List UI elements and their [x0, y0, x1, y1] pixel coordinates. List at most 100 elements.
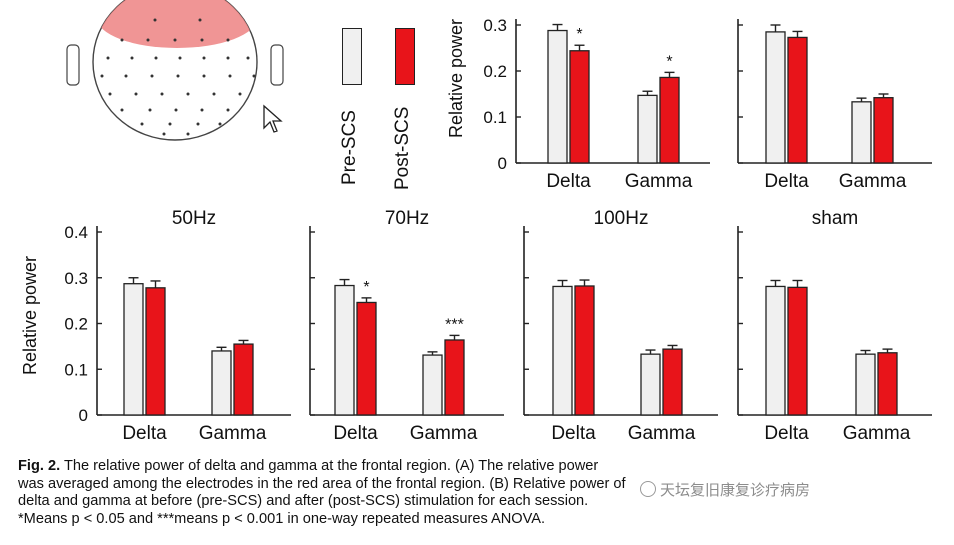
frontal-red-region	[97, 0, 257, 48]
electrode-dot	[150, 74, 154, 78]
bar-pre-gamma	[637, 94, 658, 164]
figure-caption: Fig. 2. The relative power of delta and …	[18, 458, 936, 528]
bar-pre-delta	[123, 283, 144, 416]
watermark: 天坛复旧康复诊疗病房	[640, 479, 810, 500]
electrode-dot	[160, 92, 164, 96]
scalp-electrode-map	[66, 0, 284, 141]
y-tick-label: 0.3	[64, 269, 88, 288]
caption-line-2: was averaged among the electrodes in the…	[18, 475, 626, 492]
electrode-dot	[148, 108, 152, 112]
caption-line-1: Fig. 2. The relative power of delta and …	[18, 458, 936, 476]
chart-panel-1: 0 0.1 0.2 0.3 Relative power * Delta * Gamma	[446, 16, 710, 192]
chart-title: 100Hz	[594, 208, 649, 229]
chart-panel-3: 50Hz 0 0.1 0.2 0.3 0.4 Relative power Delta Gamm…	[20, 208, 291, 444]
significance-marker: ***	[445, 316, 464, 333]
y-tick-label: 0.1	[483, 108, 507, 127]
x-category-label: Delta	[764, 423, 809, 444]
electrode-dot	[228, 74, 232, 78]
watermark-text: 天坛复旧康复诊疗病房	[660, 482, 811, 499]
chart-title: 70Hz	[385, 208, 429, 229]
electrode-dot	[130, 56, 134, 60]
y-tick-label: 0.1	[64, 360, 88, 379]
bar-pre-gamma	[211, 350, 232, 416]
legend: Pre-SCS Post-SCS	[330, 20, 430, 195]
electrode-dot	[238, 92, 242, 96]
electrode-dots	[100, 18, 256, 136]
electrode-dot	[196, 122, 200, 126]
x-category-label: Delta	[333, 423, 378, 444]
bar-pre-delta	[765, 31, 786, 164]
left-ear	[66, 44, 80, 86]
x-category-label: Delta	[546, 171, 591, 192]
x-category-label: Gamma	[199, 423, 267, 444]
electrode-dot	[176, 74, 180, 78]
bar-post-delta	[787, 286, 808, 416]
bar-post-delta	[787, 36, 808, 164]
caption-line-1-text: The relative power of delta and gamma at…	[63, 458, 599, 474]
x-category-label: Delta	[551, 423, 596, 444]
electrode-dot	[200, 38, 204, 42]
bar-post-delta	[574, 285, 595, 416]
chart-panel-5: 100Hz Delta Gamma	[523, 208, 718, 444]
electrode-dot	[124, 74, 128, 78]
y-axis-label: Relative power	[446, 19, 466, 138]
legend-pre-swatch	[342, 28, 362, 85]
significance-marker: *	[666, 53, 672, 70]
bar-pre-delta	[334, 284, 355, 416]
electrode-dot	[100, 74, 104, 78]
bar-pre-gamma	[640, 353, 661, 416]
caption-line-4: *Means p < 0.05 and ***means p < 0.001 i…	[18, 510, 546, 527]
caption-line-3: delta and gamma at before (pre-SCS) and …	[18, 493, 589, 509]
bar-pre-delta	[765, 285, 786, 416]
y-axis-label: Relative power	[20, 256, 40, 375]
electrode-dot	[226, 108, 230, 112]
significance-marker: *	[576, 26, 582, 43]
x-category-label: Gamma	[628, 423, 696, 444]
electrode-dot	[173, 38, 177, 42]
chart-panel-4: 70Hz * Delta *** Gamma	[309, 208, 504, 444]
caption-fig-label: Fig. 2.	[18, 458, 61, 474]
bar-pre-delta	[552, 285, 573, 416]
legend-post-swatch	[395, 28, 415, 85]
bar-post-gamma	[233, 343, 254, 416]
electrode-dot	[202, 74, 206, 78]
x-category-label: Gamma	[625, 171, 693, 192]
chart-panel-6: sham Delta Gamma	[737, 208, 932, 444]
mouse-cursor-icon	[263, 104, 283, 133]
electrode-dot	[186, 92, 190, 96]
x-category-label: Gamma	[839, 171, 907, 192]
bar-pre-gamma	[855, 353, 876, 416]
chart-title: sham	[812, 208, 858, 229]
electrode-dot	[226, 56, 230, 60]
electrode-dot	[186, 132, 190, 136]
bar-post-gamma	[659, 76, 680, 164]
electrode-dot	[153, 18, 157, 22]
x-category-label: Delta	[764, 171, 809, 192]
x-category-label: Gamma	[843, 423, 911, 444]
electrode-dot	[162, 132, 166, 136]
bar-post-gamma	[662, 348, 683, 416]
chart-panel-2: Delta Gamma	[737, 19, 932, 192]
electrode-dot	[120, 38, 124, 42]
bar-post-delta	[569, 50, 590, 164]
electrode-dot	[174, 108, 178, 112]
electrode-dot	[200, 108, 204, 112]
electrode-dot	[168, 122, 172, 126]
bar-post-delta	[356, 301, 377, 416]
x-category-label: Delta	[122, 423, 167, 444]
bar-pre-delta	[547, 29, 568, 164]
bar-post-gamma	[877, 352, 898, 416]
electrode-dot	[106, 56, 110, 60]
y-tick-label: 0.4	[64, 223, 88, 242]
x-category-label: Gamma	[410, 423, 478, 444]
electrode-dot	[202, 56, 206, 60]
electrode-dot	[212, 92, 216, 96]
electrode-dot	[178, 56, 182, 60]
right-ear	[270, 44, 284, 86]
chart-title: 50Hz	[172, 208, 216, 229]
bar-post-gamma	[873, 97, 894, 164]
y-tick-label: 0.3	[483, 16, 507, 35]
bar-pre-gamma	[422, 354, 443, 416]
electrode-dot	[120, 108, 124, 112]
bar-post-gamma	[444, 339, 465, 416]
